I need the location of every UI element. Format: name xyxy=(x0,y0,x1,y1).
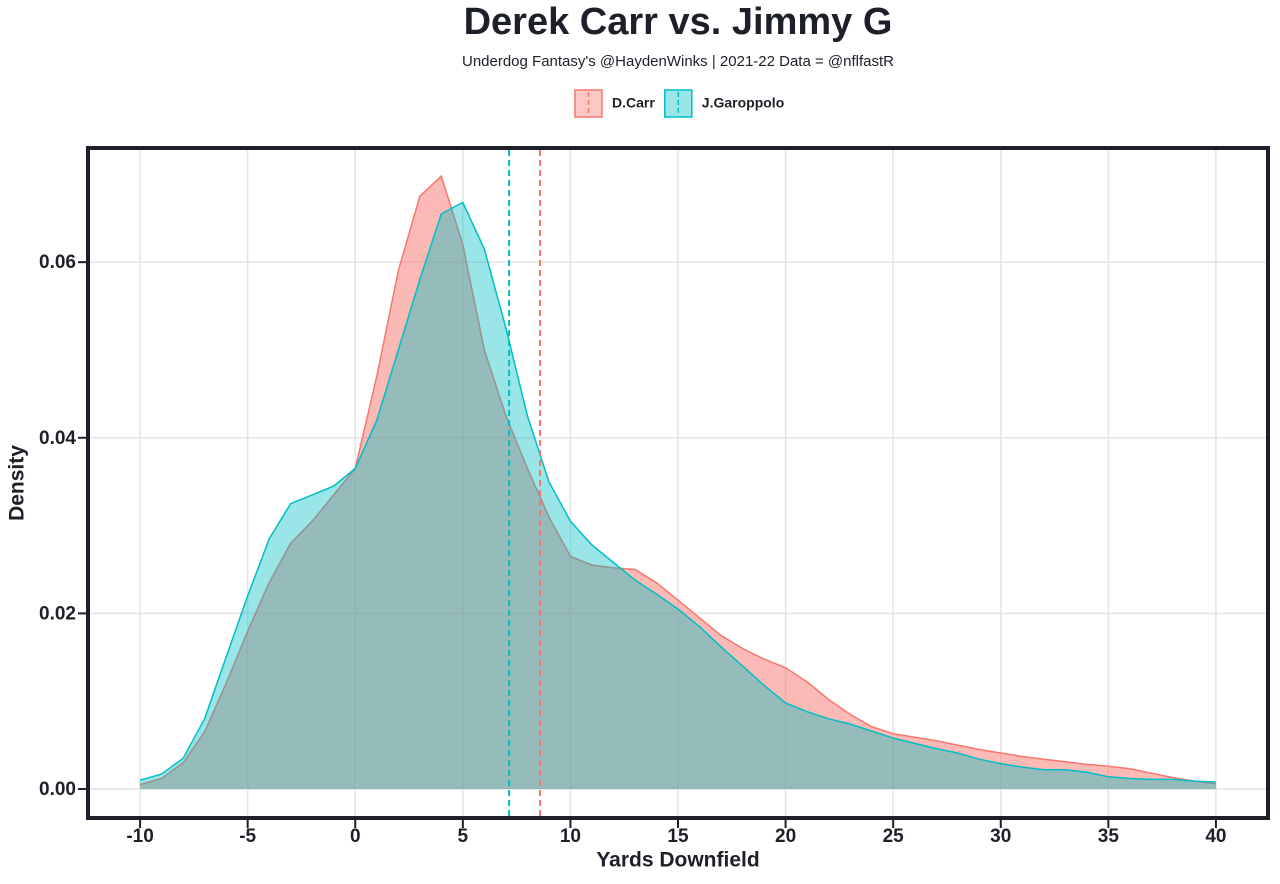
x-tick-label: 25 xyxy=(883,826,905,847)
x-tick-label: 30 xyxy=(990,826,1011,847)
chart-subtitle: Underdog Fantasy's @HaydenWinks | 2021-2… xyxy=(462,53,894,70)
legend-label: J.Garoppolo xyxy=(702,95,784,111)
chart-title: Derek Carr vs. Jimmy G xyxy=(464,1,893,43)
x-axis-title: Yards Downfield xyxy=(596,849,759,872)
y-tick-label: 0.00 xyxy=(39,779,76,800)
y-tick-label: 0.04 xyxy=(39,428,76,449)
x-tick-label: 0 xyxy=(350,826,361,847)
y-tick-label: 0.02 xyxy=(39,603,76,624)
legend-label: D.Carr xyxy=(612,95,655,111)
density-area xyxy=(140,176,1216,790)
density-area xyxy=(140,202,1216,790)
x-tick-label: -10 xyxy=(126,826,153,847)
x-tick-label: 20 xyxy=(775,826,796,847)
y-axis-title: Density xyxy=(6,445,29,521)
y-tick-label: 0.06 xyxy=(39,252,76,273)
density-line xyxy=(139,174,1216,786)
x-tick-label: 10 xyxy=(560,826,581,847)
x-tick-label: 35 xyxy=(1098,826,1120,847)
x-tick-label: -5 xyxy=(239,826,256,847)
x-tick-label: 5 xyxy=(458,826,469,847)
x-tick-label: 40 xyxy=(1205,826,1226,847)
density-line xyxy=(139,201,1216,783)
panel-border xyxy=(86,146,1270,820)
x-tick-label: 15 xyxy=(667,826,689,847)
